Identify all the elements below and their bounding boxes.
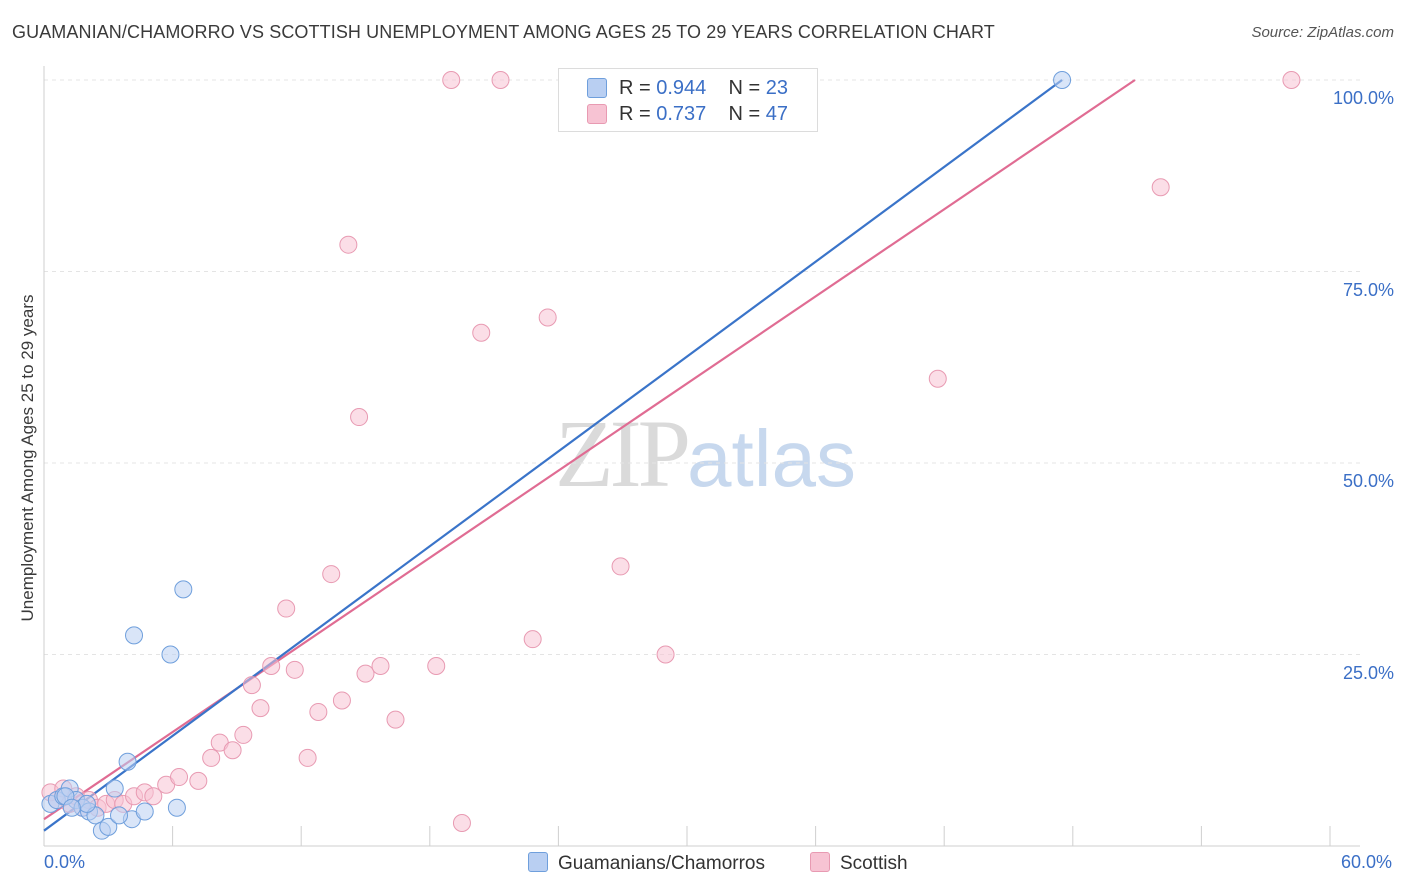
point-scottish (611, 557, 630, 576)
point-guamanian (174, 580, 193, 599)
legend-r-label: R = (619, 103, 651, 125)
chart-title: GUAMANIAN/CHAMORRO VS SCOTTISH UNEMPLOYM… (12, 22, 995, 42)
bottom-legend-guamanian: Guamanians/Chamorros (528, 852, 765, 875)
grid-lines (44, 79, 1360, 655)
point-scottish (538, 308, 557, 327)
point-scottish (309, 702, 328, 721)
point-scottish (427, 656, 446, 675)
y-tick-label: 50.0% (1342, 471, 1394, 491)
point-scottish (223, 741, 242, 760)
point-scottish (298, 748, 317, 767)
point-scottish (1282, 71, 1301, 89)
y-tick-label: 25.0% (1342, 662, 1394, 683)
point-scottish (356, 664, 375, 683)
point-scottish (242, 676, 261, 695)
point-guamanian (105, 779, 124, 798)
point-scottish (262, 656, 281, 675)
watermark-zip: ZIP (555, 400, 691, 507)
trend-line-guamanian (43, 79, 1063, 832)
point-scottish (322, 565, 341, 584)
point-scottish (928, 369, 947, 388)
point-scottish (251, 699, 270, 718)
point-scottish (170, 768, 189, 787)
bottom-legend-label-blue: Guamanians/Chamorros (558, 853, 765, 874)
x-tick-label-min: 0.0% (44, 852, 86, 872)
trend-lines (43, 79, 1136, 832)
correlation-legend: R = 0.944 N = 23 R = 0.737 N = 47 (558, 68, 818, 132)
y-tick-label: 75.0% (1342, 279, 1394, 300)
point-guamanian (77, 794, 96, 813)
bottom-legend-label-pink: Scottish (840, 853, 908, 874)
point-guamanian (135, 802, 154, 821)
bottom-legend-swatch-blue (528, 852, 548, 872)
point-scottish (371, 656, 390, 675)
source-label: Source: ZipAtlas.com (1251, 24, 1394, 41)
point-scottish (332, 691, 351, 710)
point-scottish (277, 599, 296, 618)
point-scottish (472, 323, 491, 342)
point-guamanian (167, 798, 186, 817)
legend-swatch-pink (587, 104, 607, 124)
legend-swatch-blue (587, 78, 607, 98)
point-guamanian (99, 817, 118, 836)
legend-n-label: N = (728, 77, 761, 99)
legend-r-value: 0.737 (656, 103, 707, 125)
axes (43, 66, 1360, 847)
legend-n-value: 23 (765, 77, 789, 99)
point-scottish (1151, 178, 1170, 197)
point-guamanian (62, 798, 81, 817)
point-scottish (202, 748, 221, 767)
data-points (41, 71, 1301, 840)
trend-line-scottish (43, 79, 1136, 821)
point-scottish (452, 814, 471, 833)
point-scottish (442, 71, 461, 89)
point-scottish (339, 235, 358, 254)
point-scottish (523, 630, 542, 649)
point-guamanian (110, 806, 129, 825)
point-guamanian (161, 645, 180, 664)
y-tick-label: 100.0% (1332, 88, 1394, 108)
legend-n-label: N = (728, 103, 761, 125)
watermark-atlas: atlas (687, 414, 856, 503)
legend-r-value: 0.944 (656, 77, 707, 99)
legend-n-value: 47 (765, 103, 789, 125)
point-scottish (386, 710, 405, 729)
legend-r-label: R = (619, 77, 651, 99)
point-guamanian (1053, 71, 1072, 89)
x-tick-label-max: 60.0% (1340, 852, 1392, 872)
bottom-legend-scottish: Scottish (810, 852, 908, 875)
point-scottish (491, 71, 510, 89)
point-scottish (189, 771, 208, 790)
watermark: ZIPatlas (555, 398, 856, 509)
point-scottish (144, 787, 163, 806)
point-scottish (234, 725, 253, 744)
point-guamanian (118, 752, 137, 771)
point-guamanian (125, 626, 144, 645)
point-scottish (350, 408, 369, 427)
bottom-legend-swatch-pink (810, 852, 830, 872)
point-scottish (656, 645, 675, 664)
point-scottish (285, 660, 304, 679)
